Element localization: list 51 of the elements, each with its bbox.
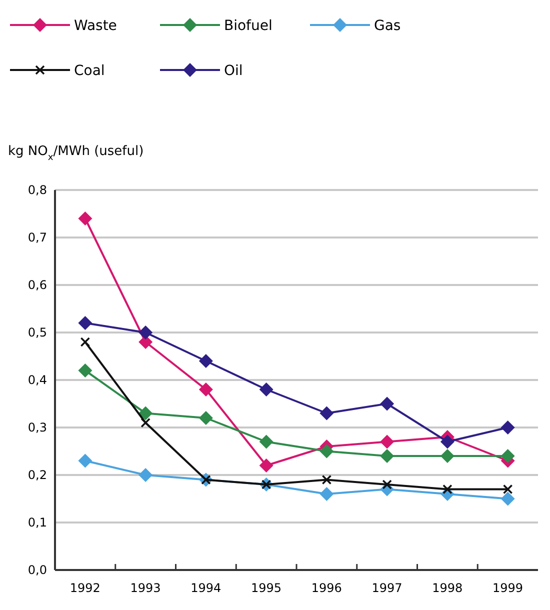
legend-label: Gas: [374, 18, 401, 34]
point: [138, 326, 153, 340]
point: [320, 444, 334, 458]
y-tick-label: 0,6: [28, 278, 47, 292]
point: [502, 484, 513, 494]
point: [500, 420, 515, 434]
point: [259, 458, 274, 472]
point: [80, 337, 90, 347]
x-tick-label: 1997: [372, 581, 402, 595]
point: [380, 434, 394, 449]
legend-label: Waste: [74, 18, 117, 34]
x-tick-label: 1992: [70, 581, 100, 595]
point: [322, 474, 332, 485]
point: [138, 468, 153, 482]
legend-label: Oil: [224, 63, 243, 79]
x-tick-label: 1994: [190, 581, 222, 595]
x-tick-label: 1993: [130, 581, 161, 595]
y-tick-label: 0,3: [28, 420, 47, 434]
point: [198, 354, 213, 368]
point: [259, 382, 274, 396]
x-tick-label: 1995: [251, 581, 282, 595]
point: [440, 434, 454, 449]
legend-label: Biofuel: [224, 18, 272, 34]
point: [78, 454, 92, 468]
y-axis-title: kg NO$_{x}$/MWh (useful): [8, 144, 144, 163]
point: [78, 316, 92, 330]
point: [198, 411, 213, 425]
point: [500, 492, 515, 506]
y-tick-label: 0,7: [28, 230, 47, 244]
point: [440, 449, 454, 463]
x-tick-label: 1998: [432, 581, 463, 595]
y-tick-label: 0,2: [28, 468, 47, 482]
point: [259, 434, 274, 449]
point: [500, 449, 515, 463]
point: [380, 396, 394, 411]
x-tick-label: 1996: [311, 581, 342, 595]
y-tick-label: 0,8: [28, 183, 47, 197]
point: [320, 487, 334, 501]
point: [138, 406, 153, 420]
point: [140, 418, 150, 428]
point: [320, 406, 334, 420]
point: [78, 212, 92, 226]
y-tick-label: 0,0: [28, 563, 47, 577]
y-tick-label: 0,1: [28, 516, 47, 530]
y-tick-label: 0,5: [28, 326, 47, 340]
point: [198, 382, 213, 396]
legend-label: Coal: [74, 63, 105, 79]
y-tick-label: 0,4: [28, 373, 47, 387]
point: [78, 364, 92, 378]
x-tick-label: 1999: [492, 581, 524, 595]
point: [380, 449, 394, 463]
